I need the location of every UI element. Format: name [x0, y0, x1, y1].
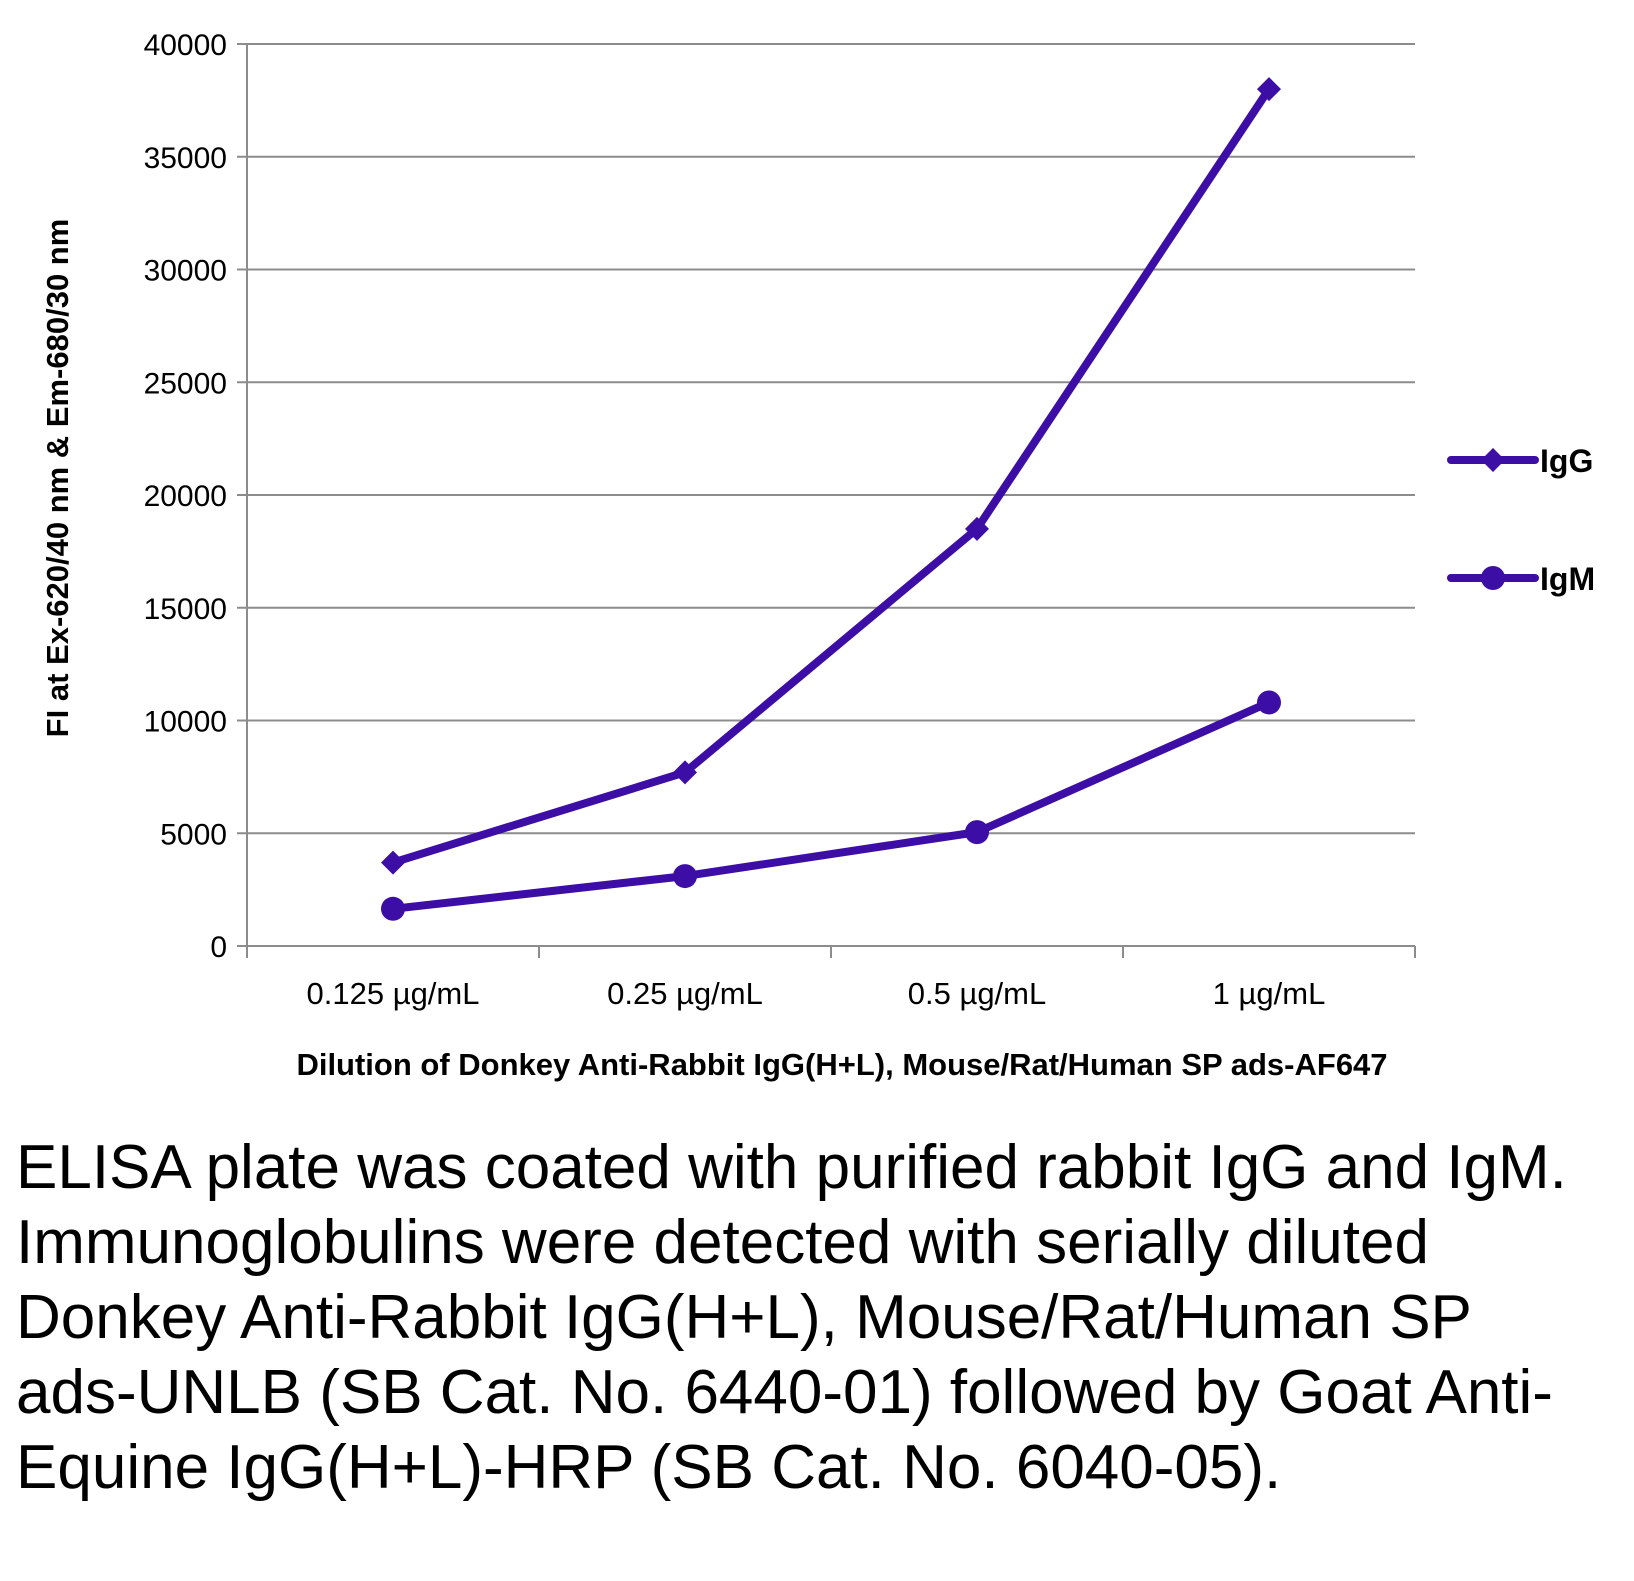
series-line [389, 85, 1273, 867]
series-igm [381, 690, 1281, 921]
y-tick-label: 0 [210, 931, 227, 964]
legend-label: IgM [1540, 561, 1595, 597]
legend-label: IgG [1540, 443, 1593, 479]
legend: IgG IgM [1447, 443, 1595, 597]
data-point [673, 864, 697, 889]
legend-marker [1481, 448, 1505, 472]
y-tick-label: 25000 [144, 367, 227, 400]
x-tick-label: 1 µg/mL [1213, 976, 1326, 1011]
y-tick-label: 30000 [144, 255, 227, 288]
x-tick-labels: 0.125 µg/mL 0.25 µg/mL 0.5 µg/mL 1 µg/mL [307, 976, 1326, 1011]
y-tick-label: 5000 [160, 818, 227, 851]
gridlines [247, 43, 1415, 835]
data-series [381, 77, 1281, 921]
data-point [965, 820, 989, 845]
x-tick-label: 0.125 µg/mL [307, 976, 480, 1011]
y-tick-labels: 0 5000 10000 15000 20000 25000 30000 35000 40000 [144, 29, 227, 964]
x-tick-label: 0.25 µg/mL [607, 976, 763, 1011]
x-tick-label: 0.5 µg/mL [908, 976, 1047, 1011]
axes [237, 43, 1416, 958]
y-tick-label: 20000 [144, 480, 227, 513]
elisa-line-chart: 0 5000 10000 15000 20000 25000 30000 35000 40000… [40, 29, 1595, 1082]
legend-entry-igm: IgM [1447, 561, 1595, 597]
legend-entry-igg: IgG [1447, 443, 1593, 479]
series-line [389, 698, 1273, 913]
data-point [1257, 77, 1281, 102]
series-igg [381, 77, 1281, 875]
data-point [965, 516, 989, 541]
data-point [1257, 690, 1281, 715]
y-tick-label: 15000 [144, 593, 227, 626]
y-axis-title: FI at Ex-620/40 nm & Em-680/30 nm [40, 219, 75, 738]
legend-marker [1481, 566, 1505, 590]
data-point [381, 896, 405, 921]
data-point [381, 850, 405, 875]
y-tick-label: 10000 [144, 706, 227, 739]
x-axis-title: Dilution of Donkey Anti-Rabbit IgG(H+L),… [296, 1047, 1387, 1082]
figure-caption: ELISA plate was coated with purified rab… [16, 1133, 1567, 1502]
y-tick-label: 35000 [144, 142, 227, 175]
data-point [673, 760, 697, 785]
y-tick-label: 40000 [144, 29, 227, 62]
